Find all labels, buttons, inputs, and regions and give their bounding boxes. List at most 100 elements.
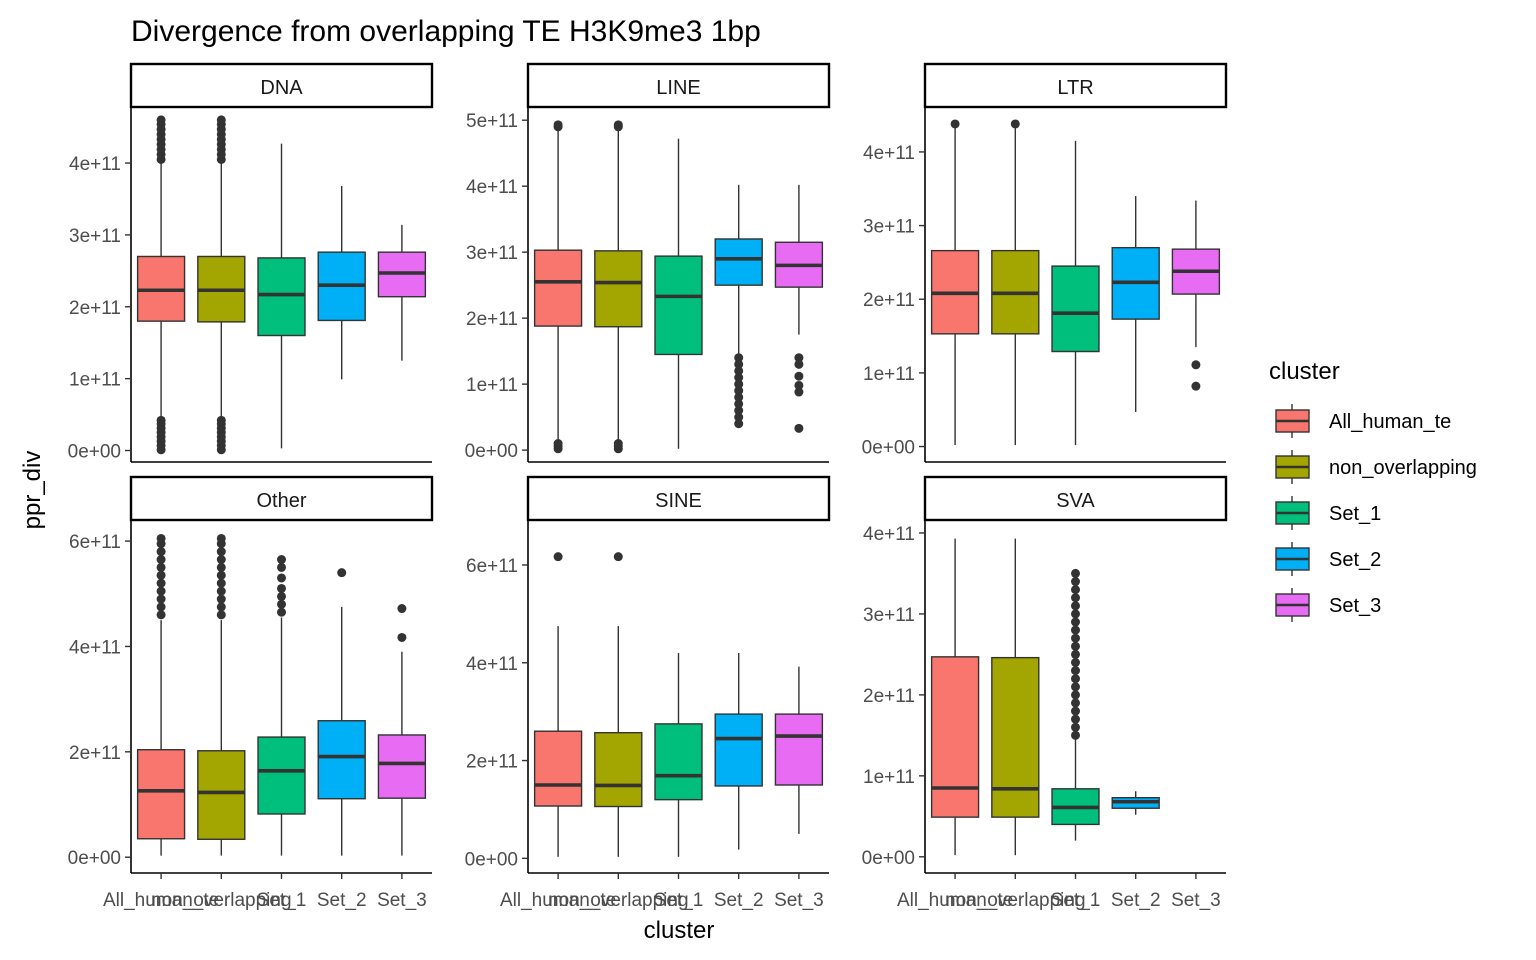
facet-dna: DNA 0e+00 1e+11 2e+11 3e+11 4e+11 — [68, 62, 434, 463]
box-all-human-te — [930, 538, 980, 856]
legend-entry-set-1: Set_1 — [1275, 496, 1381, 530]
outlier-point — [950, 119, 960, 129]
outlier-point — [1071, 674, 1080, 684]
outlier-point — [553, 552, 563, 562]
box-set-1 — [257, 143, 306, 449]
outlier-point — [1071, 706, 1080, 716]
outlier-point — [397, 604, 407, 614]
x-tick-label: Set_2 — [1111, 890, 1161, 911]
y-tick-label: 1e+11 — [466, 375, 518, 396]
outlier-point — [794, 359, 804, 369]
facet-other: Other 0e+00 2e+11 4e+11 6e+11 All_human_tenon… — [68, 475, 434, 911]
box-set-1 — [654, 138, 703, 449]
outlier-point — [1071, 690, 1080, 700]
facet-strip-label: Other — [256, 490, 306, 512]
legend-title: cluster — [1269, 358, 1340, 385]
outlier-point — [1071, 722, 1080, 732]
outlier-point — [156, 115, 166, 125]
outlier-point — [794, 387, 804, 397]
outlier-point — [216, 570, 226, 580]
outlier-point — [734, 379, 744, 389]
legend: cluster All_human_te non_overlapping Set_1… — [1269, 358, 1477, 622]
box-set-1 — [1051, 568, 1100, 841]
box-set-2 — [714, 184, 763, 429]
x-tick-label: All_human_te — [103, 890, 219, 911]
outlier-point — [613, 120, 623, 130]
box-iqr — [991, 656, 1040, 818]
outlier-point — [1071, 730, 1080, 740]
x-tick-label: Set_3 — [377, 890, 427, 911]
outlier-point — [1010, 119, 1020, 129]
outlier-point — [216, 415, 226, 425]
outlier-point — [734, 419, 744, 429]
outlier-point — [156, 533, 166, 543]
y-tick-label: 6e+11 — [69, 532, 121, 553]
x-tick-label: Set_1 — [1051, 890, 1101, 911]
outlier-point — [156, 547, 166, 557]
box-set-3 — [377, 604, 427, 856]
outlier-point — [794, 353, 804, 363]
outlier-point — [277, 562, 286, 572]
facet-panels: DNA 0e+00 1e+11 2e+11 3e+11 4e+11 LINE 0e+00 1e+… — [68, 62, 1228, 911]
outlier-point — [216, 547, 226, 557]
legend-label: Set_1 — [1329, 503, 1381, 525]
box-iqr — [714, 238, 763, 286]
y-tick-label: 4e+11 — [863, 524, 915, 545]
y-tick-label: 3e+11 — [466, 243, 518, 264]
box-set-1 — [257, 555, 306, 856]
outlier-point — [734, 412, 744, 422]
y-tick-label: 5e+11 — [466, 111, 518, 132]
outlier-point — [156, 602, 166, 612]
y-tick-label: 0e+00 — [465, 849, 518, 870]
y-tick-label: 4e+11 — [466, 654, 518, 675]
outlier-point — [216, 555, 226, 565]
box-iqr — [533, 730, 583, 807]
y-tick-label: 4e+11 — [69, 154, 121, 175]
box-set-2 — [317, 186, 366, 380]
outlier-point — [1191, 360, 1201, 370]
outlier-point — [156, 555, 166, 565]
y-axis-title: ppr_div — [19, 451, 46, 530]
outlier-point — [1071, 585, 1080, 595]
box-iqr — [533, 249, 583, 327]
facet-strip-label: LTR — [1057, 77, 1093, 99]
outlier-point — [277, 555, 286, 565]
outlier-point — [553, 439, 563, 449]
y-tick-label: 0e+00 — [68, 442, 121, 463]
outlier-point — [277, 591, 286, 601]
y-tick-label: 0e+00 — [862, 438, 915, 459]
facet-strip — [526, 62, 831, 109]
box-iqr — [654, 723, 703, 801]
x-tick-label: non_overlapping — [548, 890, 689, 911]
outlier-point — [1071, 577, 1080, 587]
outlier-point — [1071, 593, 1080, 603]
legend-label: non_overlapping — [1329, 457, 1477, 479]
outlier-point — [1071, 657, 1080, 667]
outlier-point — [1071, 698, 1080, 708]
box-non-overlapping — [197, 533, 246, 856]
facet-line: LINE 0e+00 1e+11 2e+11 3e+11 4e+11 5e+11 — [465, 62, 831, 463]
x-tick-label: non_overlapping — [151, 890, 292, 911]
outlier-point — [1071, 625, 1080, 635]
box-iqr — [594, 250, 643, 328]
box-set-1 — [654, 652, 703, 857]
outlier-point — [1191, 381, 1201, 391]
x-tick-label: All_human_te — [500, 890, 616, 911]
outlier-point — [156, 562, 166, 572]
y-tick-label: 6e+11 — [466, 556, 518, 577]
outlier-point — [734, 386, 744, 396]
facet-strip — [526, 475, 831, 522]
outlier-point — [1071, 649, 1080, 659]
outlier-point — [1071, 641, 1080, 651]
x-tick-label: non_overlapping — [945, 890, 1086, 911]
box-all-human-te — [930, 119, 980, 446]
outlier-point — [553, 120, 563, 130]
outlier-point — [1071, 617, 1080, 627]
facet-ltr: LTR 0e+00 1e+11 2e+11 3e+11 4e+11 — [862, 62, 1228, 463]
box-non-overlapping — [197, 115, 246, 455]
y-tick-label: 2e+11 — [466, 752, 518, 773]
outlier-point — [216, 586, 226, 596]
outlier-point — [734, 366, 744, 376]
box-set-3 — [1171, 200, 1221, 391]
